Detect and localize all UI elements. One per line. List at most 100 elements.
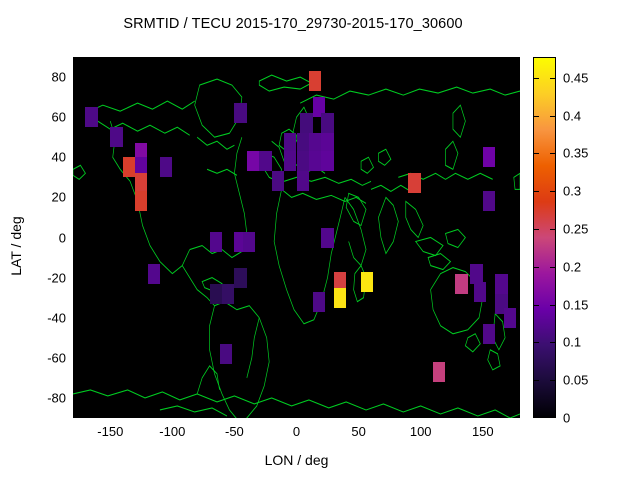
colorbar-tick-mark xyxy=(533,153,539,155)
colorbar-tick-mark xyxy=(550,153,556,155)
colorbar-tick-label: 0.3 xyxy=(563,183,582,199)
heatmap-cell xyxy=(495,273,508,294)
colorbar-tick-label: 0.1 xyxy=(563,334,582,350)
colorbar-tick-mark xyxy=(550,266,556,268)
heatmap-cell xyxy=(209,283,222,304)
y-tick-label: -80 xyxy=(47,390,66,406)
heatmap-cell xyxy=(433,361,446,382)
heatmap-cell xyxy=(308,71,322,92)
heatmap-cell xyxy=(482,323,496,344)
heatmap-cell xyxy=(333,287,347,308)
heatmap-cell xyxy=(135,191,148,212)
heatmap-cell xyxy=(246,151,260,172)
heatmap-cell xyxy=(122,157,136,178)
heatmap-cell xyxy=(234,103,247,124)
heatmap-cell xyxy=(284,133,297,154)
colorbar-tick-mark xyxy=(533,77,539,79)
heatmap-cell xyxy=(308,151,322,172)
colorbar-tick-mark xyxy=(533,380,539,382)
colorbar-tick-mark xyxy=(533,304,539,306)
heatmap-cell xyxy=(259,151,272,172)
heatmap-cell xyxy=(135,157,148,178)
heatmap-cell xyxy=(408,173,421,194)
heatmap-cell xyxy=(312,291,325,312)
heatmap-cell xyxy=(159,157,173,178)
y-tick-label: 20 xyxy=(51,189,66,205)
colorbar-tick-mark xyxy=(533,342,539,344)
colorbar-tick-label: 0 xyxy=(563,410,571,426)
heatmap-cell xyxy=(296,133,309,154)
heatmap-cell xyxy=(321,113,334,134)
heatmap-cell xyxy=(85,107,98,128)
y-tick-label: -40 xyxy=(47,310,66,326)
x-axis-ticks: -150 -100 -50 0 50 100 150 xyxy=(73,420,520,444)
heatmap-cell xyxy=(300,113,313,134)
colorbar-tick-label: 0.45 xyxy=(563,70,589,86)
colorbar-tick-mark xyxy=(533,115,539,117)
heatmap-cell xyxy=(234,267,247,288)
colorbar-tick-mark xyxy=(550,380,556,382)
page-title: SRMTID / TECU 2015-170_29730-2015-170_30… xyxy=(123,16,463,32)
heatmap-cell xyxy=(361,271,374,292)
colorbar-tick-label: 0.05 xyxy=(563,372,589,388)
colorbar-tick-mark xyxy=(550,115,556,117)
heatmap-cell xyxy=(482,191,496,212)
colorbar-tick-mark xyxy=(550,304,556,306)
y-tick-label: -20 xyxy=(47,270,66,286)
heatmap-cell xyxy=(321,151,334,172)
x-tick-label: -50 xyxy=(224,424,244,439)
heatmap-cell xyxy=(321,133,334,154)
heatmap-cell xyxy=(219,343,232,364)
heatmap-cell xyxy=(482,147,496,168)
colorbar-tick-mark xyxy=(533,229,539,230)
colorbar-tick-mark xyxy=(550,191,556,193)
y-tick-label: 0 xyxy=(58,230,66,245)
heatmap-cell xyxy=(135,173,148,194)
colorbar-tick-mark xyxy=(533,266,539,268)
heatmap-cell xyxy=(312,97,325,118)
colorbar-tick-label: 0.4 xyxy=(563,108,582,124)
heatmap-cell xyxy=(503,307,517,328)
x-tick-label: 150 xyxy=(471,424,494,439)
heatmap-cell xyxy=(243,231,256,252)
heatmap-cell-layer xyxy=(73,57,520,418)
y-tick-label: 60 xyxy=(51,109,66,125)
heatmap-cell xyxy=(284,151,297,172)
colorbar-tick-label: 0.35 xyxy=(563,145,589,161)
x-tick-label: -150 xyxy=(97,424,124,439)
colorbar-tick-mark xyxy=(533,191,539,193)
heatmap-cell xyxy=(209,231,222,252)
colorbar xyxy=(533,57,556,418)
heatmap-cell xyxy=(308,133,322,154)
colorbar-tick-mark xyxy=(550,229,556,230)
heatmap-cell xyxy=(455,273,468,294)
heatmap-cell xyxy=(296,171,309,192)
x-tick-label: 100 xyxy=(409,424,432,439)
x-tick-label: -100 xyxy=(159,424,186,439)
x-tick-label: 50 xyxy=(351,424,366,439)
heatmap-cell xyxy=(296,151,309,172)
colorbar-tick-label: 0.2 xyxy=(563,259,582,275)
colorbar-tick-label: 0.25 xyxy=(563,221,589,237)
y-axis-ticks: 80 60 40 20 0 -20 -40 -60 -80 xyxy=(0,57,66,418)
heatmap-cell xyxy=(222,283,235,304)
heatmap-cell xyxy=(110,127,123,148)
colorbar-tick-label: 0.15 xyxy=(563,297,589,313)
heatmap-cell xyxy=(474,281,487,302)
heatmap-cell xyxy=(271,171,285,192)
colorbar-tick-mark xyxy=(550,77,556,79)
y-tick-label: -60 xyxy=(47,350,66,366)
y-tick-label: 40 xyxy=(51,149,66,165)
map-plot-area xyxy=(73,57,520,418)
heatmap-cell xyxy=(470,263,483,284)
colorbar-tick-mark xyxy=(550,342,556,344)
x-tick-label: 0 xyxy=(292,424,301,439)
colorbar-ticks: 0.45 0.4 0.35 0.3 0.25 0.2 0.15 0.1 0.05 0 xyxy=(533,57,638,426)
heatmap-cell xyxy=(333,271,347,292)
y-tick-label: 80 xyxy=(51,69,66,85)
colorbar-gradient xyxy=(534,58,555,417)
x-axis-label: LON / deg xyxy=(264,452,329,468)
heatmap-cell xyxy=(147,263,160,284)
heatmap-cell xyxy=(321,227,334,248)
